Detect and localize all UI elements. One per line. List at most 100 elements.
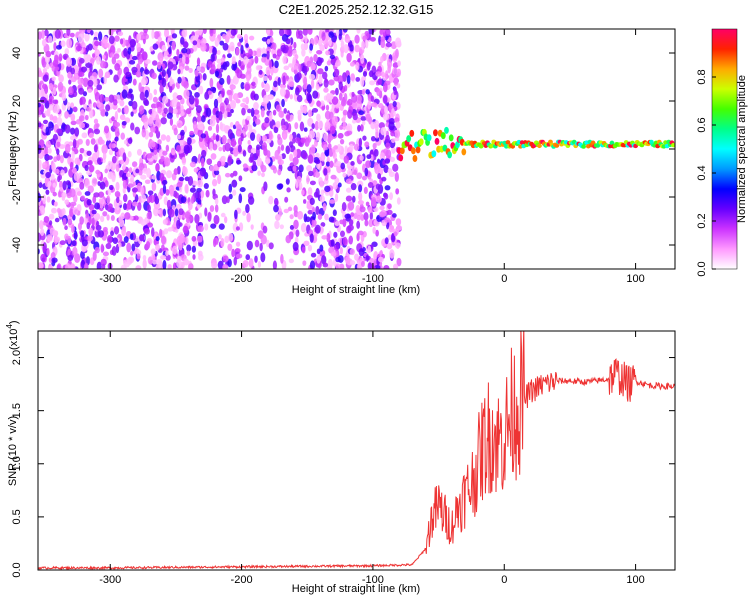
spectrogram-cell: [309, 260, 316, 269]
spectrogram-cell: [228, 232, 234, 242]
spectrogram-cell: [98, 68, 104, 79]
spectrogram-cell: [138, 105, 145, 115]
spectrogram-cell: [77, 33, 84, 44]
spectrogram-cell: [146, 196, 151, 204]
spectrogram-cell: [384, 217, 391, 223]
spectrogram-cell: [345, 195, 353, 202]
spectrogram-cell: [297, 210, 304, 220]
spectrogram-cell: [168, 208, 175, 218]
spectrogram-cell: [189, 187, 196, 193]
spectrogram-cell: [45, 171, 51, 179]
spectrogram-cell: [93, 128, 101, 135]
spectrogram-cell: [163, 51, 169, 56]
spectrogram-cell: [187, 175, 194, 186]
spectrogram-cell: [226, 53, 232, 59]
spectrogram-cell: [82, 77, 89, 88]
spectrogram-cell: [334, 193, 339, 202]
spectrogram-cell: [244, 104, 249, 110]
spectrogram-cell: [51, 257, 58, 263]
spectrogram-cell: [160, 117, 167, 125]
spectrogram-cell: [196, 235, 203, 243]
spectrogram-cell: [307, 244, 313, 252]
spectrogram-cell: [374, 164, 380, 175]
spectrogram-cell: [213, 98, 219, 109]
spectrogram-cell: [283, 65, 290, 71]
spectrogram-cell: [38, 163, 42, 172]
spectrogram-cell: [44, 29, 49, 37]
spectrogram-cell: [117, 31, 124, 37]
spectrogram-cell: [350, 73, 355, 82]
spectrogram-cell: [318, 74, 323, 85]
spectrogram-cell: [68, 79, 72, 85]
spectrogram-cell: [51, 84, 58, 89]
spectrogram-cell: [394, 172, 399, 182]
spectrogram-cell: [122, 179, 127, 189]
spectrogram-x-tick-label: -200: [231, 273, 253, 285]
spectrogram-cell: [123, 47, 128, 57]
spectrogram-cell: [62, 217, 67, 226]
spectrogram-cell: [149, 194, 155, 204]
spectrogram-cell: [331, 115, 338, 126]
spectrogram-cell: [335, 161, 342, 167]
spectrogram-line-cell: [447, 151, 453, 159]
spectrogram-cell: [262, 75, 268, 82]
spectrogram-cell: [45, 140, 52, 149]
spectrogram-cell: [367, 181, 374, 188]
spectrogram-cell: [139, 234, 145, 242]
spectrogram-cell: [218, 111, 223, 121]
spectrogram-y-tick-label: 0: [11, 146, 23, 152]
spectrogram-cell: [226, 89, 232, 96]
spectrogram-cell: [357, 230, 364, 236]
spectrogram-cell: [307, 94, 313, 104]
spectrogram-cell: [317, 213, 323, 220]
spectrogram-cell: [95, 169, 101, 175]
spectrogram-cell: [341, 201, 347, 212]
spectrogram-cell: [272, 42, 277, 50]
spectrogram-cell: [367, 100, 372, 110]
spectrogram-cell: [294, 137, 301, 144]
spectrogram-cell: [70, 201, 77, 207]
spectrogram-cell: [188, 263, 194, 269]
spectrogram-cell: [261, 172, 265, 178]
spectrogram-cell: [319, 195, 325, 203]
spectrogram-cell: [363, 212, 369, 221]
spectrogram-cell: [38, 102, 41, 108]
spectrogram-cell: [38, 262, 44, 269]
spectrogram-cell: [298, 33, 304, 40]
spectrogram-cell: [184, 183, 189, 194]
spectrogram-cell: [244, 83, 251, 91]
spectrogram-cell: [67, 218, 73, 226]
spectrogram-cell: [330, 251, 337, 257]
spectrogram-cell: [93, 31, 99, 37]
spectrogram-cell: [133, 215, 139, 221]
spectrogram-cell: [224, 235, 230, 244]
spectrogram-cell: [49, 114, 54, 121]
spectrogram-cell: [339, 230, 345, 238]
snr-y-tick-label: 1.5: [11, 403, 23, 418]
spectrogram-cell: [205, 107, 212, 118]
spectrogram-cell: [144, 58, 151, 65]
spectrogram-cell: [316, 113, 321, 122]
spectrogram-cell: [386, 209, 393, 216]
spectrogram-cell: [365, 39, 369, 49]
spectrogram-cell: [56, 141, 61, 148]
spectrogram-cell: [362, 71, 368, 77]
spectrogram-cell: [384, 237, 389, 245]
spectrogram-cell: [300, 43, 305, 51]
spectrogram-cell: [200, 43, 207, 52]
spectrogram-cell: [293, 149, 298, 158]
spectrogram-cell: [160, 235, 167, 245]
spectrogram-cell: [163, 29, 170, 38]
spectrogram-cell: [80, 195, 86, 201]
spectrogram-cell: [171, 245, 178, 255]
spectrogram-cell: [372, 142, 377, 149]
spectrogram-line-cell: [433, 129, 438, 137]
spectrogram-cell: [176, 83, 181, 90]
spectrogram-cell: [146, 211, 152, 220]
spectrogram-cell: [319, 44, 325, 52]
spectrogram-cell: [79, 97, 83, 106]
spectrogram-cell: [224, 97, 230, 106]
spectrogram-cell: [236, 159, 242, 165]
spectrogram-cell: [91, 209, 97, 215]
spectrogram-cell: [265, 66, 271, 76]
